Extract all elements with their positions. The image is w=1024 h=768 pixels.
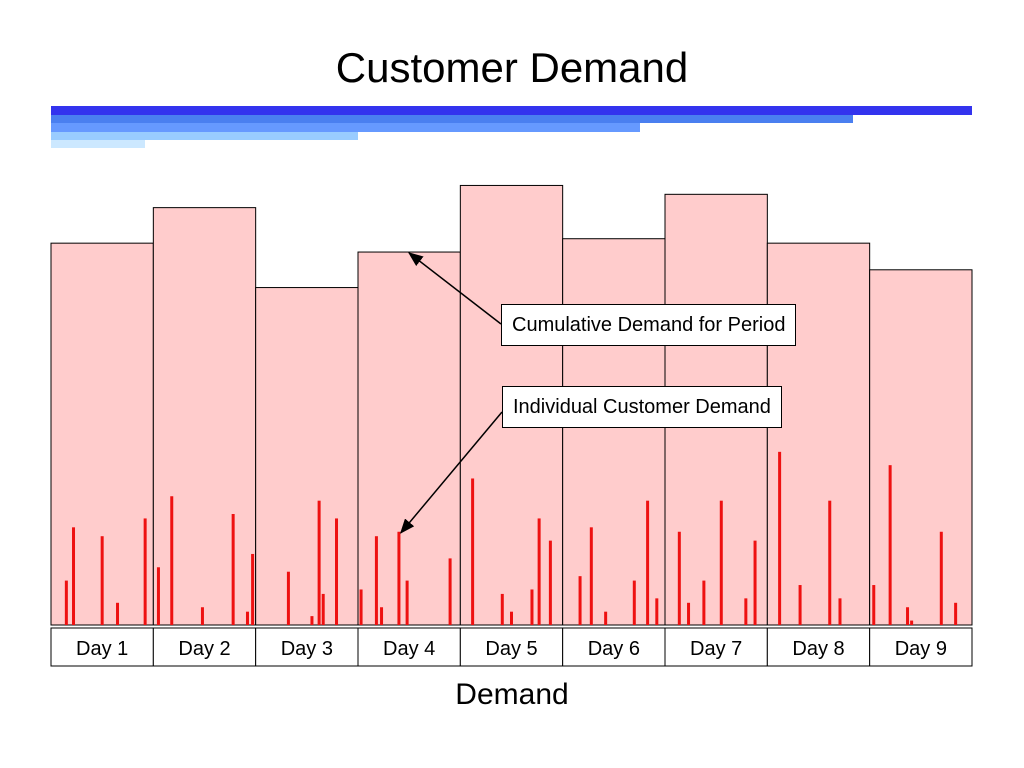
individual-demand-spike-day2-5 <box>245 611 249 625</box>
category-label-6: Day 6 <box>588 638 640 660</box>
individual-demand-spike-day5-3 <box>510 611 513 625</box>
callout-individual-demand: Individual Customer Demand <box>502 386 782 428</box>
category-box-6 <box>562 627 666 667</box>
individual-demand-spike-day8-2 <box>798 585 802 625</box>
cumulative-demand-bar-4 <box>357 251 461 626</box>
cumulative-demand-bar-6 <box>562 238 666 626</box>
title-underline-bar <box>51 140 145 148</box>
individual-demand-spike-day1-3 <box>100 536 104 625</box>
individual-demand-spike-day5-4 <box>530 589 534 625</box>
individual-demand-spike-day3-2 <box>310 616 314 625</box>
individual-demand-spike-day5-5 <box>537 518 541 625</box>
cumulative-demand-bar-8 <box>766 242 871 626</box>
individual-demand-spike-day2-6 <box>251 553 255 625</box>
individual-demand-spike-day7-5 <box>744 598 748 625</box>
cumulative-demand-bar-2 <box>152 207 257 626</box>
individual-demand-spike-day8-3 <box>828 500 832 625</box>
individual-demand-spike-day4-3 <box>380 607 384 625</box>
individual-demand-spike-day1-4 <box>116 602 120 625</box>
category-box-5 <box>459 627 564 667</box>
individual-demand-spike-day1-5 <box>143 518 147 625</box>
cumulative-demand-bar-3 <box>255 287 359 626</box>
title-underline-bar <box>51 106 972 115</box>
individual-demand-spike-day6-5 <box>646 500 650 625</box>
individual-demand-spike-day7-2 <box>687 602 691 625</box>
individual-demand-spike-day9-5 <box>939 531 943 625</box>
category-label-9: Day 9 <box>895 638 947 660</box>
individual-demand-spike-day4-2 <box>374 536 378 625</box>
title-underline-bar <box>51 132 358 140</box>
individual-demand-spike-day4-6 <box>448 558 452 625</box>
individual-demand-spike-day1-2 <box>72 527 76 625</box>
individual-demand-spike-day6-2 <box>589 527 593 625</box>
x-axis-label: Demand <box>455 678 569 711</box>
category-label-1: Day 1 <box>76 638 128 660</box>
individual-demand-spike-day3-4 <box>321 593 325 625</box>
category-box-3 <box>255 627 359 667</box>
callout-cumulative-demand: Cumulative Demand for Period <box>501 304 797 346</box>
individual-demand-spike-day1-1 <box>64 580 68 625</box>
individual-demand-spike-day9-6 <box>954 602 958 625</box>
individual-demand-spike-day6-6 <box>655 598 659 625</box>
individual-demand-spike-day4-4 <box>397 531 401 625</box>
individual-demand-spike-day8-1 <box>778 451 782 625</box>
individual-demand-spike-day7-3 <box>702 580 706 625</box>
arrow-to-cumulative-bar <box>407 252 502 325</box>
individual-demand-spike-day8-4 <box>838 598 842 625</box>
individual-demand-spike-day5-2 <box>500 593 504 625</box>
page-title: Customer Demand <box>335 44 689 91</box>
individual-demand-spike-day7-1 <box>677 531 681 625</box>
category-box-4 <box>357 627 461 667</box>
individual-demand-spike-day3-1 <box>286 571 290 625</box>
category-label-5: Day 5 <box>485 638 537 660</box>
title-underline-bar <box>51 115 853 123</box>
category-box-1 <box>50 627 154 667</box>
category-label-8: Day 8 <box>792 638 844 660</box>
individual-demand-spike-day4-1 <box>359 589 363 625</box>
individual-demand-spike-day6-1 <box>578 576 582 625</box>
individual-demand-spike-day6-3 <box>604 611 608 625</box>
individual-demand-spike-day9-4 <box>910 620 914 625</box>
individual-demand-spike-day2-1 <box>156 567 160 625</box>
individual-demand-spike-day7-4 <box>719 500 723 625</box>
category-box-2 <box>152 627 257 667</box>
individual-demand-spike-day7-6 <box>753 540 757 625</box>
individual-demand-spike-day9-1 <box>872 585 876 625</box>
individual-demand-spike-day2-2 <box>170 496 174 625</box>
category-label-4: Day 4 <box>383 638 435 660</box>
category-box-9 <box>869 627 973 667</box>
arrow-to-individual-spike <box>399 411 503 534</box>
category-box-8 <box>766 627 871 667</box>
individual-demand-spike-day6-4 <box>632 580 636 625</box>
individual-demand-spike-day5-1 <box>471 478 475 625</box>
individual-demand-spike-day2-3 <box>200 607 204 625</box>
individual-demand-spike-day9-3 <box>906 607 910 625</box>
individual-demand-spike-day3-5 <box>335 518 339 625</box>
individual-demand-spike-day4-5 <box>405 580 409 625</box>
title-underline-bar <box>51 123 640 132</box>
cumulative-demand-bar-9 <box>869 269 973 626</box>
individual-demand-spike-day9-2 <box>888 465 892 625</box>
individual-demand-spike-day2-4 <box>231 514 235 625</box>
individual-demand-spike-day3-3 <box>317 500 321 625</box>
category-label-7: Day 7 <box>690 638 742 660</box>
category-box-7 <box>664 627 768 667</box>
category-label-3: Day 3 <box>281 638 333 660</box>
category-label-2: Day 2 <box>178 638 230 660</box>
individual-demand-spike-day5-6 <box>548 540 552 625</box>
